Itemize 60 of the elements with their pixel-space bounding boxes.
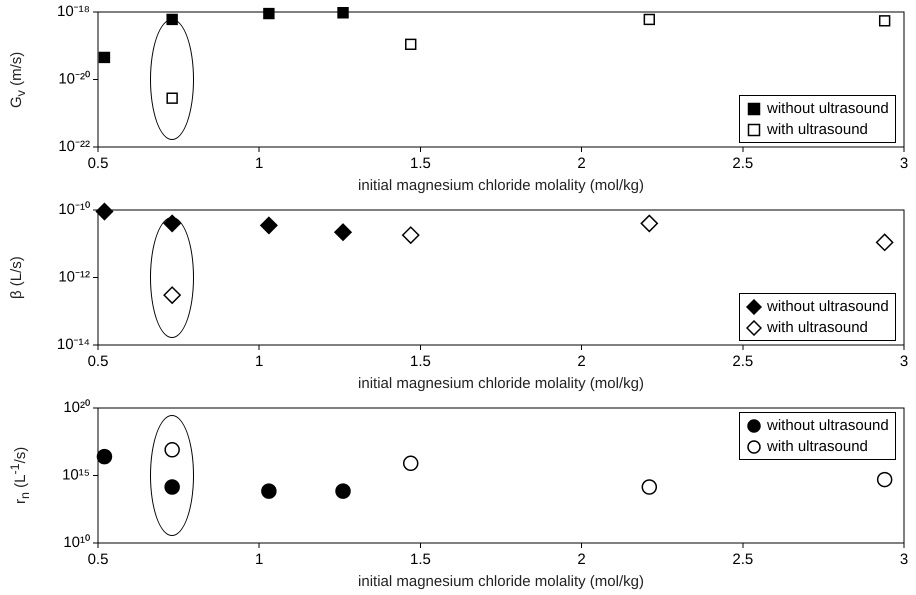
point <box>164 442 180 458</box>
x-tick-label: 1 <box>255 551 264 568</box>
x-tick-label: 2.5 <box>732 353 754 370</box>
legend-label: with ultrasound <box>767 438 868 455</box>
legend-label: without ultrasound <box>767 417 889 434</box>
y-axis-title: β (L/s) <box>8 256 25 299</box>
x-tick-label: 2 <box>577 551 586 568</box>
point <box>644 14 656 26</box>
y-tick-label: 10⁻¹² <box>58 268 90 286</box>
point <box>163 286 181 304</box>
x-tick-label: 3 <box>900 551 908 568</box>
point <box>96 448 112 464</box>
point <box>166 92 178 104</box>
y-tick-label: 10²⁰ <box>63 399 90 416</box>
y-tick-label: 10⁻²⁰ <box>58 70 90 88</box>
point <box>263 8 275 20</box>
point <box>878 15 890 26</box>
x-tick-label: 2 <box>577 353 586 370</box>
point <box>335 483 351 499</box>
x-tick-label: 1 <box>255 353 264 370</box>
legend-label: without ultrasound <box>767 100 889 117</box>
point <box>96 202 114 220</box>
point <box>163 214 181 232</box>
point <box>876 472 892 488</box>
y-tick-label: 10⁻¹⁸ <box>56 3 90 20</box>
point <box>640 214 658 232</box>
point <box>405 38 416 50</box>
point <box>260 216 278 234</box>
y-tick-label: 10⁻²² <box>58 138 90 156</box>
y-tick-label: 10¹⁰ <box>63 534 90 552</box>
point <box>402 456 418 472</box>
y-tick-label: 10⁻¹⁴ <box>56 336 90 354</box>
point <box>876 234 894 252</box>
y-tick-label: 10⁻¹⁰ <box>58 201 90 218</box>
legend-label: with ultrasound <box>767 319 868 336</box>
legend-label: without ultrasound <box>767 298 889 315</box>
x-tick-label: 0.5 <box>88 353 108 370</box>
point <box>98 52 110 64</box>
point <box>337 7 349 18</box>
x-tick-label: 0.5 <box>88 551 108 568</box>
y-tick-label: 10¹⁵ <box>62 466 90 484</box>
x-tick-label: 2.5 <box>732 551 754 568</box>
point <box>261 483 277 499</box>
x-axis-title: initial magnesium chloride molality (mol/kg) <box>358 573 644 590</box>
x-tick-label: 3 <box>900 155 908 172</box>
x-axis-title: initial magnesium chloride molality (mol/kg) <box>358 177 644 194</box>
x-tick-label: 0.5 <box>88 155 108 172</box>
x-tick-label: 1.5 <box>410 353 431 370</box>
legend-label: with ultrasound <box>767 121 868 138</box>
x-tick-label: 1.5 <box>410 155 431 172</box>
x-tick-label: 1.5 <box>410 551 431 568</box>
x-tick-label: 1 <box>255 155 264 172</box>
x-axis-title: initial magnesium chloride molality (mol/kg) <box>358 375 644 392</box>
point <box>334 223 352 241</box>
point <box>642 479 658 495</box>
x-tick-label: 2 <box>577 155 586 172</box>
x-tick-label: 2.5 <box>732 155 754 172</box>
point <box>164 479 180 495</box>
point <box>402 226 420 244</box>
x-tick-label: 3 <box>900 353 908 370</box>
